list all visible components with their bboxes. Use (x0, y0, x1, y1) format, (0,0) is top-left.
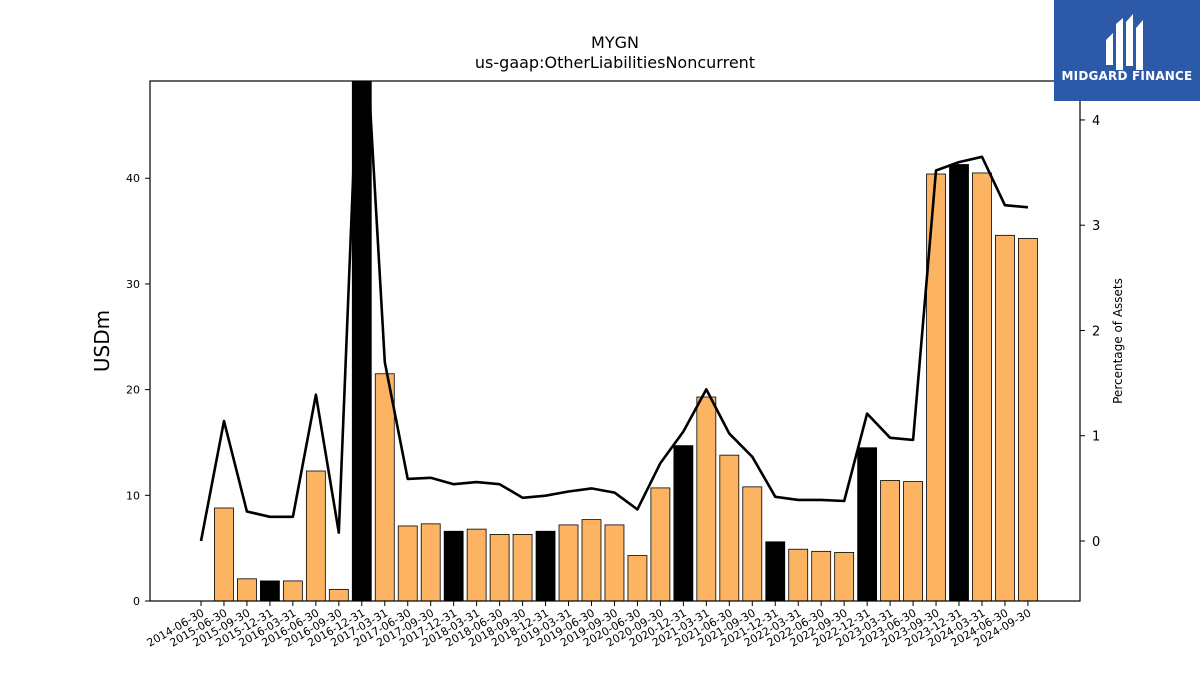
bar-2022-03-31 (788, 548, 809, 602)
y-tick-label-30: 30 (126, 278, 140, 291)
y-tick-label-10: 10 (126, 489, 140, 502)
bar-2017-09-30 (420, 523, 441, 602)
chart-title: MYGN (591, 33, 639, 52)
bar-2020-06-30 (627, 555, 648, 602)
bar-2015-12-31 (260, 580, 280, 602)
y-tick-label-0: 0 (133, 595, 140, 608)
bar-2019-09-30 (604, 524, 625, 602)
bar-2019-06-30 (581, 519, 602, 602)
bar-2024-09-30 (1018, 238, 1038, 602)
bar-2016-03-31 (282, 580, 303, 602)
bar-2021-09-30 (742, 486, 763, 602)
bar-2018-03-31 (466, 528, 487, 602)
bar-2018-06-30 (489, 534, 510, 602)
logo-text: MIDGARD FINANCE (1061, 69, 1193, 83)
bar-2016-06-30 (305, 470, 326, 602)
y2-tick-label-2: 2 (1092, 324, 1100, 339)
bar-2016-09-30 (328, 588, 349, 602)
bar-2022-12-31 (857, 447, 878, 602)
bar-2021-06-30 (719, 454, 740, 602)
percentage-line (199, 81, 1029, 542)
bar-2023-12-31 (949, 164, 969, 602)
bar-2022-09-30 (834, 551, 855, 602)
y2-tick-label-1: 1 (1092, 430, 1100, 445)
y2-tick-label-4: 4 (1092, 114, 1100, 129)
y2-tick-label-0: 0 (1092, 535, 1100, 550)
bar-2019-03-31 (558, 524, 579, 602)
plot-frame (149, 80, 1081, 602)
bar-2021-12-31 (765, 541, 786, 602)
bar-2017-03-31 (374, 373, 395, 602)
brand-logo: MIDGARD FINANCE (1054, 0, 1200, 101)
bar-2018-12-31 (535, 530, 556, 602)
midgard-logo-icon (1106, 14, 1143, 70)
bar-2020-12-31 (673, 445, 694, 602)
bar-2023-06-30 (903, 481, 923, 602)
y-tick-label-20: 20 (126, 384, 140, 397)
bar-2015-09-30 (237, 578, 257, 602)
bar-2022-06-30 (811, 550, 832, 602)
y2-tick-label-3: 3 (1092, 219, 1100, 234)
y-tick-label-40: 40 (126, 172, 140, 185)
bar-2020-09-30 (650, 487, 671, 602)
bar-2018-09-30 (512, 534, 533, 602)
y-axis-label: USDm (90, 310, 114, 372)
bar-2023-03-31 (880, 480, 900, 602)
chart-subtitle: us-gaap:OtherLiabilitiesNoncurrent (474, 53, 756, 72)
y2-axis-label: Percentage of Assets (1111, 278, 1125, 404)
bar-2024-06-30 (995, 234, 1015, 602)
bar-2017-06-30 (397, 525, 418, 602)
bar-2015-06-30 (214, 507, 234, 602)
bar-2017-12-31 (443, 530, 464, 602)
bar-2021-03-31 (696, 396, 717, 602)
bar-2024-03-31 (972, 172, 992, 602)
